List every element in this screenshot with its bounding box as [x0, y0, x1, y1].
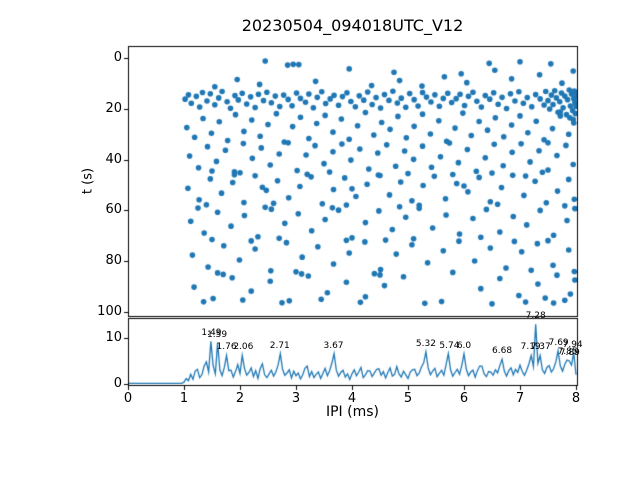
- x-tick-label: 0: [123, 391, 133, 406]
- chart-title: 20230504_094018UTC_V12: [241, 16, 464, 35]
- peak-annotation: 2.06: [233, 342, 254, 353]
- peak-annotation: 5.32: [415, 338, 436, 349]
- peak-annotation: 2.71: [269, 340, 290, 351]
- peak-annotation: 7.94: [562, 339, 583, 350]
- peak-annotation: 1.49: [201, 328, 222, 339]
- x-tick-label: 3: [291, 391, 301, 406]
- x-tick-label: 4: [347, 391, 357, 406]
- scatter-y-tick-label: 80: [105, 253, 122, 269]
- x-tick-label: 2: [235, 391, 245, 406]
- peak-annotation: 3.67: [323, 340, 344, 351]
- peak-annotation: 7.19: [520, 342, 541, 353]
- scatter-y-tick-label: 20: [105, 100, 122, 116]
- peak-annotation: 7.85: [557, 347, 578, 358]
- x-tick-label: 8: [571, 391, 581, 406]
- peak-annotation: 6.68: [492, 346, 513, 357]
- peak-annotation: 7.37: [530, 342, 551, 353]
- peak-annotation: 7.28: [525, 311, 546, 322]
- x-tick-label: 6: [459, 391, 469, 406]
- scatter-y-tick-label: 60: [105, 202, 122, 218]
- scatter-y-tick-label: 40: [105, 151, 122, 167]
- y-axis-label: t (s): [80, 167, 96, 195]
- x-tick-label: 5: [403, 391, 413, 406]
- x-tick-label: 1: [179, 391, 189, 406]
- scatter-y-tick-label: 100: [97, 304, 122, 319]
- peak-annotation: 7.89: [559, 348, 580, 358]
- peak-annotation: 7.69: [548, 337, 569, 348]
- peak-annotation: 1.76: [216, 342, 237, 353]
- line-y-tick-label: 0: [113, 376, 122, 391]
- x-tick-label: 7: [515, 391, 525, 406]
- scatter-y-tick-label: 0: [113, 50, 122, 65]
- peak-annotation: 6.0: [456, 340, 472, 351]
- x-axis-label: IPI (ms): [325, 404, 379, 420]
- line-y-tick-label: 10: [105, 330, 122, 345]
- peak-annotation: 5.74: [439, 340, 460, 351]
- peak-annotation: 1.59: [207, 329, 228, 340]
